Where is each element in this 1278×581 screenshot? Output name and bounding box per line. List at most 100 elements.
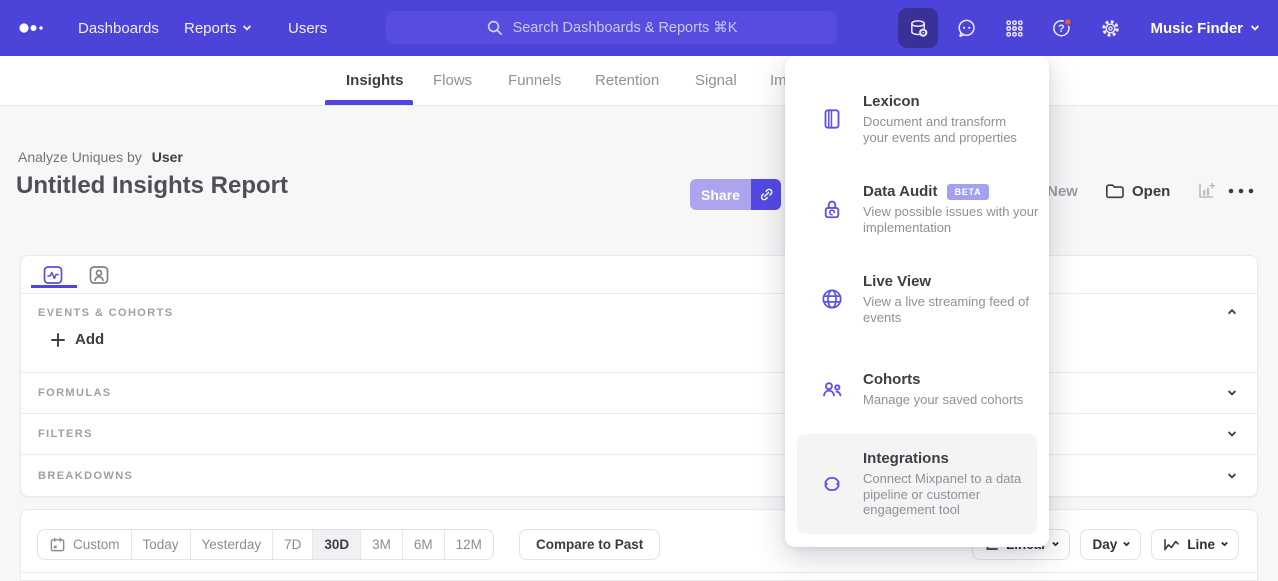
menu-item-title: Cohorts — [863, 370, 921, 388]
chevron-down-icon — [1123, 539, 1131, 547]
filters-section[interactable]: FILTERS — [21, 414, 1257, 455]
chart-toolbar-card: Custom Today Yesterday 7D 30D 3M 6M 12M … — [20, 509, 1258, 581]
help-icon: ? — [1053, 17, 1072, 37]
more-options-button[interactable] — [1228, 188, 1254, 194]
nav-reports[interactable]: Reports — [184, 0, 251, 56]
mixpanel-logo-icon[interactable] — [19, 21, 45, 35]
menu-item-title: Lexicon — [863, 93, 920, 110]
more-dots-icon — [1228, 188, 1254, 194]
plus-icon — [51, 332, 65, 347]
copy-link-button[interactable] — [751, 179, 781, 210]
data-management-button[interactable] — [898, 8, 938, 48]
chevron-down-icon — [1220, 539, 1229, 547]
gear-icon — [1101, 19, 1119, 37]
svg-text:?: ? — [1058, 23, 1065, 35]
report-tabbar: Insights Flows Funnels Retention Signal … — [0, 56, 1278, 106]
menu-item-data-audit[interactable]: Data Audit BETA View possible issues wit… — [785, 164, 1049, 254]
open-report-button[interactable]: Open — [1104, 181, 1170, 201]
range-3m[interactable]: 3M — [361, 530, 403, 559]
messages-button[interactable] — [946, 8, 986, 48]
active-view-underline — [31, 285, 77, 288]
data-management-menu: Lexicon Document and transform your even… — [785, 56, 1049, 547]
add-to-dashboard-button[interactable] — [1196, 181, 1216, 201]
chevron-down-icon — [1227, 469, 1237, 479]
range-7d[interactable]: 7D — [273, 530, 314, 559]
compare-to-past-button[interactable]: Compare to Past — [519, 529, 661, 560]
notification-dot — [1063, 17, 1072, 27]
menu-item-lexicon[interactable]: Lexicon Document and transform your even… — [785, 74, 1049, 164]
analyze-entity-selector[interactable]: User — [151, 149, 183, 165]
person-icon — [89, 266, 109, 284]
menu-item-title: Live View — [863, 273, 932, 290]
menu-item-desc: Connect Mixpanel to a data pipeline or c… — [863, 471, 1022, 518]
menu-item-desc: View possible issues with your implement… — [863, 204, 1039, 235]
nav-dashboards[interactable]: Dashboards — [78, 19, 159, 37]
tab-insights[interactable]: Insights — [346, 72, 404, 89]
globe-icon — [822, 289, 842, 309]
chevron-down-icon — [1052, 539, 1060, 547]
apps-grid-button[interactable] — [994, 8, 1034, 48]
add-event-button[interactable]: Add — [51, 331, 104, 348]
search-icon — [487, 20, 502, 35]
tab-metrics-view[interactable] — [31, 263, 77, 288]
analyze-line: Analyze Uniques by User — [18, 149, 183, 165]
tab-users-view[interactable] — [87, 263, 111, 287]
share-button-group: Share — [690, 179, 781, 210]
tab-retention[interactable]: Retention — [595, 72, 660, 89]
menu-item-cohorts[interactable]: Cohorts Manage your saved cohorts — [785, 344, 1049, 434]
range-12m[interactable]: 12M — [455, 537, 482, 552]
top-navbar: Dashboards Reports Users Search Dashboar… — [0, 0, 1278, 56]
folder-icon — [1106, 184, 1124, 199]
new-report-button[interactable]: New — [1047, 183, 1078, 200]
chevron-down-icon — [1227, 387, 1237, 396]
menu-item-desc: Document and transform your events and p… — [863, 114, 1017, 145]
breakdowns-label: BREAKDOWNS — [38, 469, 134, 482]
events-cohorts-section: EVENTS & COHORTS Add — [21, 294, 1257, 373]
page-title[interactable]: Untitled Insights Report — [16, 172, 288, 199]
insights-chart-icon — [43, 266, 63, 284]
events-cohorts-label: EVENTS & COHORTS — [38, 307, 174, 319]
chat-bubble-icon — [957, 19, 975, 37]
range-custom[interactable]: Custom — [38, 530, 132, 559]
formulas-section[interactable]: FORMULAS — [21, 373, 1257, 414]
help-button[interactable]: ? — [1042, 8, 1082, 48]
database-gear-icon — [910, 19, 927, 37]
filters-label: FILTERS — [38, 428, 93, 440]
interval-dropdown[interactable]: Day — [1080, 529, 1142, 560]
people-icon — [823, 382, 842, 397]
breakdowns-section[interactable]: BREAKDOWNS — [21, 455, 1257, 496]
settings-button[interactable] — [1090, 8, 1130, 48]
sync-icon — [824, 476, 840, 492]
tab-flows[interactable]: Flows — [433, 72, 473, 89]
menu-item-title: Data Audit BETA — [863, 183, 1041, 200]
range-today[interactable]: Today — [132, 530, 191, 559]
tab-funnels[interactable]: Funnels — [508, 72, 562, 89]
calendar-icon — [50, 537, 65, 552]
builder-view-tabs — [21, 256, 1257, 294]
tab-signal[interactable]: Signal — [695, 72, 737, 89]
book-icon — [824, 109, 840, 129]
search-input[interactable]: Search Dashboards & Reports ⌘K — [386, 11, 837, 44]
chart-add-icon — [1199, 182, 1216, 198]
chevron-down-icon — [242, 22, 251, 31]
search-placeholder: Search Dashboards & Reports ⌘K — [512, 19, 738, 36]
formulas-label: FORMULAS — [38, 387, 112, 399]
project-switcher[interactable]: Music Finder — [1150, 0, 1260, 56]
range-6m[interactable]: 6M — [403, 530, 445, 559]
menu-item-integrations[interactable]: Integrations Connect Mixpanel to a data … — [797, 434, 1037, 534]
menu-item-live-view[interactable]: Live View View a live streaming feed of … — [785, 254, 1049, 344]
menu-item-desc: Manage your saved cohorts — [863, 391, 1024, 407]
active-tab-underline — [325, 100, 413, 105]
toolbar-divider — [21, 572, 1257, 573]
range-30d[interactable]: 30D — [313, 530, 362, 559]
menu-item-desc: View a live streaming feed of events — [863, 294, 1029, 325]
chevron-down-icon — [1227, 428, 1237, 437]
beta-badge: BETA — [947, 183, 989, 200]
apps-grid-icon — [1005, 19, 1023, 37]
range-yesterday[interactable]: Yesterday — [191, 530, 274, 559]
chart-type-dropdown[interactable]: Line — [1151, 529, 1239, 560]
menu-item-title: Integrations — [863, 450, 949, 468]
share-button[interactable]: Share — [690, 179, 751, 210]
nav-users[interactable]: Users — [288, 19, 328, 37]
link-icon — [760, 188, 772, 201]
